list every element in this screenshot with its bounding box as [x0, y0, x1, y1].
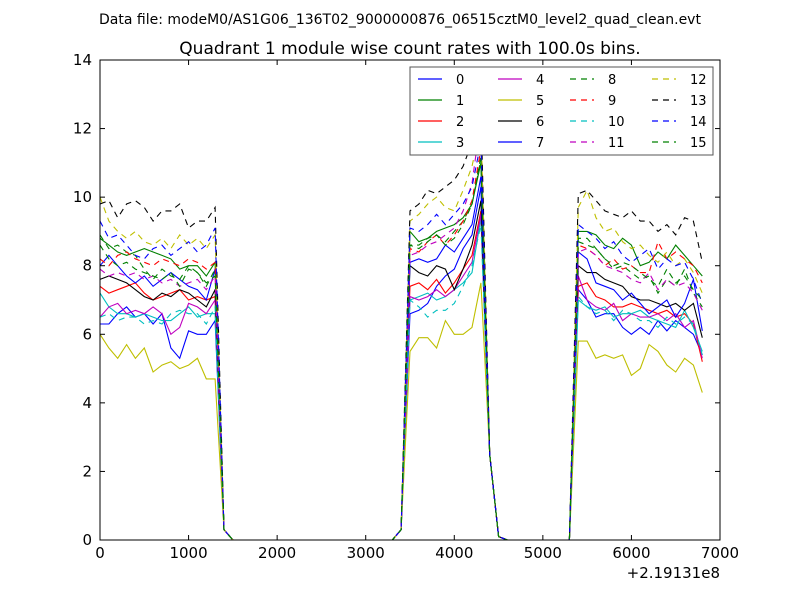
legend-label-5: 5	[536, 94, 544, 109]
x-tick-label: 7000	[701, 544, 739, 562]
x-tick-label: 3000	[347, 544, 385, 562]
y-tick-label: 0	[82, 531, 92, 549]
legend-label-4: 4	[536, 73, 544, 88]
x-offset-label: +2.19131e8	[627, 564, 720, 582]
y-tick-label: 12	[73, 120, 92, 138]
x-tick-label: 5000	[524, 544, 562, 562]
legend-label-13: 13	[690, 94, 707, 109]
legend-label-10: 10	[608, 115, 625, 130]
legend-label-8: 8	[608, 73, 616, 88]
legend-label-2: 2	[456, 115, 464, 130]
legend-label-11: 11	[608, 136, 625, 151]
legend-label-15: 15	[690, 136, 707, 151]
y-tick-label: 14	[73, 51, 92, 69]
y-tick-label: 4	[82, 394, 92, 412]
x-tick-label: 2000	[258, 544, 296, 562]
legend-label-1: 1	[456, 94, 464, 109]
chart-title: Quadrant 1 module wise count rates with …	[179, 39, 640, 59]
x-tick-label: 6000	[612, 544, 650, 562]
series-layer	[99, 107, 703, 541]
series-line-15	[99, 159, 703, 541]
plot-frame	[99, 59, 721, 541]
legend-label-7: 7	[536, 136, 544, 151]
x-tick-label: 1000	[169, 544, 207, 562]
legend-label-6: 6	[536, 115, 544, 130]
legend-label-9: 9	[608, 94, 616, 109]
series-line-11	[99, 118, 703, 541]
y-tick-label: 2	[82, 462, 92, 480]
y-tick-label: 8	[82, 257, 92, 275]
legend-label-0: 0	[456, 73, 464, 88]
legend-frame	[409, 66, 714, 156]
x-tick-label: 0	[95, 544, 105, 562]
suptitle: Data file: modeM0/AS1G06_136T02_90000008…	[99, 12, 701, 28]
y-tick-label: 6	[82, 325, 92, 343]
legend-label-3: 3	[456, 136, 464, 151]
x-tick-label: 4000	[435, 544, 473, 562]
legend-label-14: 14	[690, 115, 707, 130]
y-tick-label: 10	[73, 188, 92, 206]
legend-label-12: 12	[690, 73, 707, 88]
